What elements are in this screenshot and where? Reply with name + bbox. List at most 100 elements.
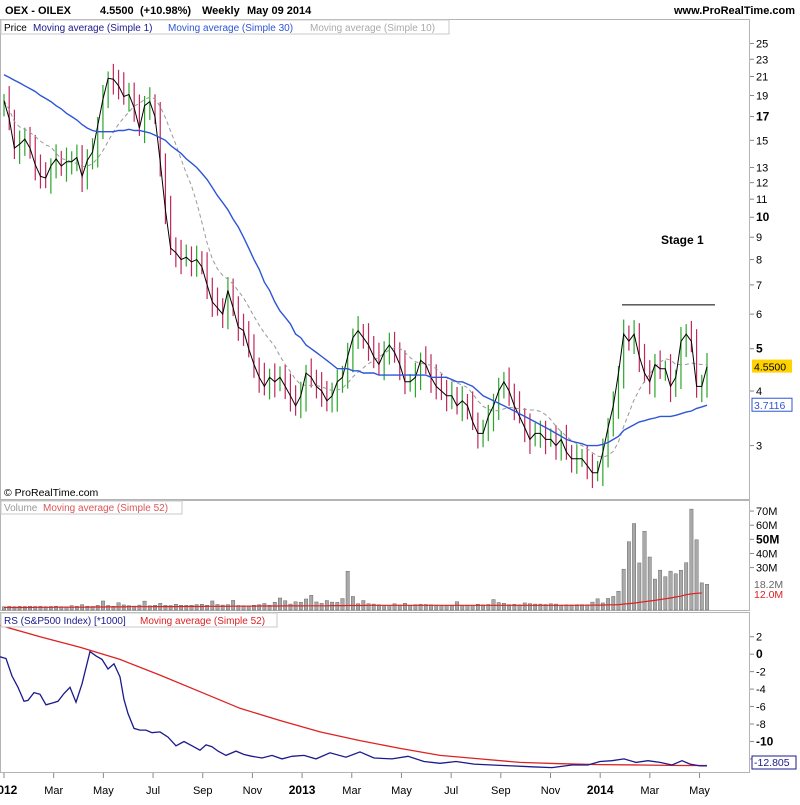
price-change: (+10.98%) [140,5,191,17]
last-price-tag: 4.5500 3.7116 [751,359,793,412]
volume-bar [470,605,475,611]
volume-bar [663,576,668,611]
time-tick-label: Sep [491,785,511,797]
legend-volume: Volume [4,503,38,514]
volume-bar [189,604,194,611]
rs-legend: RS (S&P500 Index) [*1000] Moving average… [0,612,278,628]
volume-bar [288,603,293,611]
last-price: 4.5500 [100,5,134,17]
rs-last-tag-bg [751,755,797,770]
price-candles [3,63,708,489]
volume-bar [444,605,449,611]
volume-bar [705,584,709,611]
volume-bar [392,603,397,611]
legend-ma10: Moving average (Simple 10) [310,23,435,34]
volume-bar [220,604,225,611]
rs-last-tag-text: -12.805 [754,757,790,769]
price-tick-label: 15 [756,135,768,147]
volume-bars [2,508,709,611]
volume-bar [439,605,444,611]
price-tick-label: 9 [756,232,762,244]
time-tick-label: May [689,785,710,797]
time-tick-label: 2014 [587,783,614,797]
volume-bar [653,578,657,611]
volume-bar [642,531,647,611]
volume-bar [507,604,512,611]
volume-bar [371,603,376,611]
volume-last-label: 18.2M [754,579,783,591]
chart-date: May 09 2014 [247,5,312,17]
volume-bar [647,556,652,611]
price-tick-label: 7 [756,280,762,292]
volume-bar [168,605,173,611]
volume-bar [387,605,392,611]
volume-bar [699,582,704,611]
legend-rs-ma: Moving average (Simple 52) [140,616,265,627]
stage-annotation: Stage 1 [661,233,704,247]
volume-bar [142,600,147,611]
rs-axis: 20-2-4-6-8-10-12 [750,632,774,766]
time-axis: 2012 Mar May Jul Sep Nov 2013 Mar May Jul Sep Nov 20… [0,773,710,797]
time-tick-label: Mar [342,785,361,797]
volume-bar [684,562,689,611]
volume-bar [236,605,241,611]
volume-bar [199,604,204,611]
price-tick-label: 23 [756,54,768,66]
volume-bar [111,605,116,611]
volume-panel-frame [0,500,750,611]
time-tick-label: 2012 [0,783,18,797]
volume-bar [85,605,90,611]
volume-bar [496,602,501,611]
volume-bar [205,604,209,611]
copyright: © ProRealTime.com [4,487,99,499]
price-panel: 3 4 5 6 7 8 9 10 11 12 13 15 17 19 21 23 25 Stage 1 Pric… [0,19,793,499]
time-tick-label: 2013 [289,783,316,797]
volume-bar [48,606,53,611]
volume-bar [17,606,22,611]
volume-bar [137,604,142,611]
volume-ma-line [4,592,702,609]
volume-bar [502,603,506,611]
price-legend-bg [0,19,450,35]
volume-bar [7,606,12,611]
volume-bar [2,606,6,611]
volume-bar [262,603,267,611]
volume-bar [637,562,642,611]
volume-bar [38,606,43,611]
volume-tick-label: 40M [756,548,777,560]
volume-bar [522,602,527,611]
volume-bar [33,606,38,611]
volume-bar [106,605,111,611]
volume-bar [403,603,407,611]
volume-bar [533,603,538,611]
price-axis: 3 4 5 6 7 8 9 10 11 12 13 15 17 19 21 23 25 [750,38,770,453]
volume-bar [611,596,616,611]
volume-bar [632,523,636,611]
volume-bar [595,598,600,611]
price-legend: Price Moving average (Simple 1) Moving a… [0,19,450,35]
time-tick-label: May [391,785,412,797]
volume-tick-label: 70M [756,506,777,518]
price-tick-label: 10 [756,210,770,224]
volume-bar [257,604,262,611]
price-tick-label: 3 [756,441,762,453]
volume-bar [689,508,694,611]
volume-bar [460,604,465,611]
volume-bar [12,606,17,611]
volume-bar [194,604,199,611]
volume-bar [366,603,371,611]
volume-bar [309,595,314,611]
volume-bar [475,604,480,611]
ma30-tag-bg [751,397,793,412]
volume-bar [252,604,256,611]
time-tick-label: Nov [243,785,263,797]
site-link[interactable]: www.ProRealTime.com [673,5,795,17]
volume-bar [621,568,626,611]
volume-bar [304,598,308,611]
price-tick-label: 11 [756,194,767,206]
volume-bar [423,604,428,611]
